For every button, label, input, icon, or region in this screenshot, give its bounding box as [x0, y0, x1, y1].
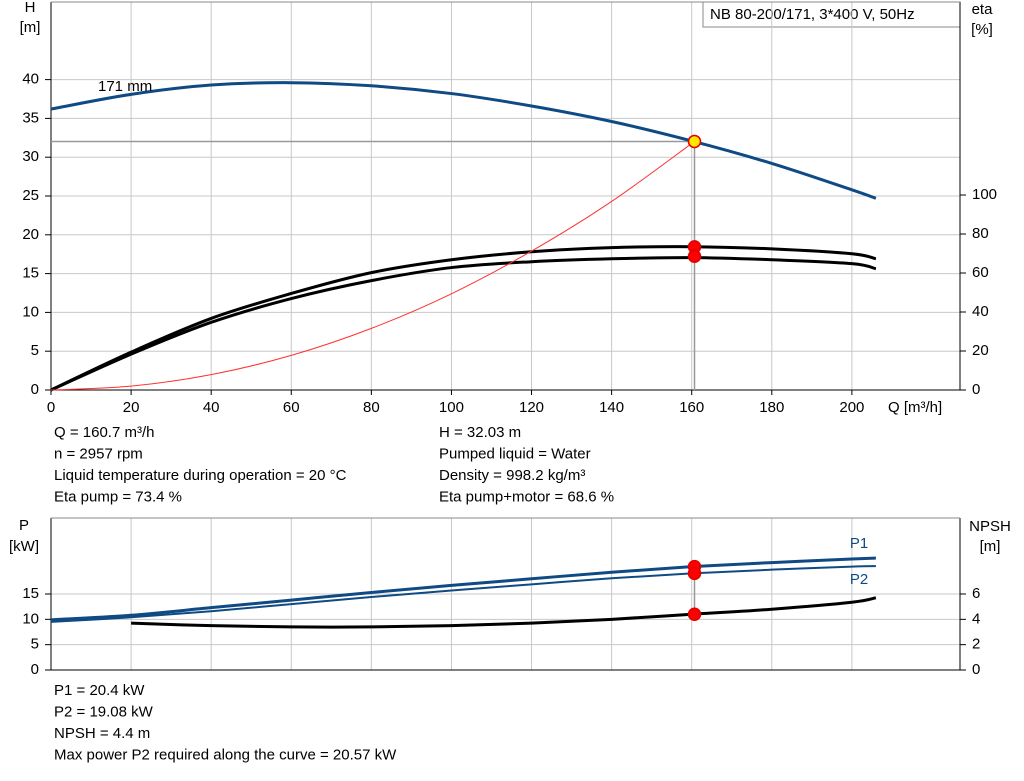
y-tick-label: 15: [22, 585, 39, 602]
legend-box: [702, 1, 961, 28]
y-tick-label: 15: [22, 265, 39, 282]
y-tick-label: 0: [31, 661, 39, 678]
curve: [50, 556, 876, 622]
y-tick-label: 10: [22, 610, 39, 627]
y2-tick-label: 20: [972, 342, 989, 359]
curve: [50, 141, 695, 391]
y2-tick-label: 80: [972, 225, 989, 242]
curve: [50, 245, 877, 392]
y-tick-label: 0: [31, 381, 39, 398]
info-line: Eta pump+motor = 68.6 %: [439, 488, 614, 505]
x-tick-label: 40: [203, 399, 220, 416]
info-line: Liquid temperature during operation = 20…: [54, 467, 347, 484]
y2-axis-unit: [m]: [980, 538, 1001, 555]
y-tick-label: 10: [22, 303, 39, 320]
grid-layer: 0 20 40 60 80 100 120 140 160 180 2000510152025303…: [22, 1, 997, 678]
legend-text: NB 80-200/171, 3*400 V, 50Hz: [710, 6, 915, 23]
x-tick-label: 60: [283, 399, 300, 416]
curve: [50, 81, 877, 200]
info-line: H = 32.03 m: [439, 424, 521, 441]
y-axis-label: P: [19, 517, 29, 534]
y-tick-label: 5: [31, 342, 39, 359]
y-tick-label: 5: [31, 636, 39, 653]
info-line: Pumped liquid = Water: [439, 445, 591, 462]
x-tick-label: 20: [123, 399, 140, 416]
y2-tick-label: 0: [972, 661, 980, 678]
x-tick-label: 0: [47, 399, 55, 416]
series-label: P1: [850, 535, 868, 552]
y2-tick-label: 6: [972, 585, 980, 602]
y-axis-unit: [m]: [20, 19, 41, 36]
operating-point: [687, 134, 702, 149]
x-axis-label: Q [m³/h]: [888, 399, 942, 416]
info-line: Density = 998.2 kg/m³: [439, 467, 585, 484]
y2-tick-label: 40: [972, 303, 989, 320]
x-tick-label: 200: [839, 399, 864, 416]
y-tick-label: 30: [22, 148, 39, 165]
y2-tick-label: 0: [972, 381, 980, 398]
info-line: Q = 160.7 m³/h: [54, 424, 154, 441]
x-tick-label: 120: [519, 399, 544, 416]
curve-layer: P1 P2: [50, 81, 877, 629]
operating-point: [687, 249, 702, 263]
x-tick-label: 80: [363, 399, 380, 416]
y2-axis-label: eta: [972, 1, 994, 18]
info-line: P1 = 20.4 kW: [54, 682, 145, 699]
info-line: NPSH = 4.4 m: [54, 725, 150, 742]
series-label: P2: [850, 571, 868, 588]
operating-point: [687, 566, 702, 581]
curve: [50, 565, 876, 623]
y2-tick-label: 60: [972, 264, 989, 281]
y2-axis-label: NPSH: [969, 518, 1011, 535]
info-line: n = 2957 rpm: [54, 445, 143, 462]
y2-tick-label: 4: [972, 610, 980, 627]
operating-point: [687, 607, 702, 622]
y-tick-label: 40: [22, 71, 39, 88]
curve: [50, 256, 877, 392]
y2-axis-unit: [%]: [971, 21, 993, 38]
x-tick-label: 180: [759, 399, 784, 416]
y-tick-label: 35: [22, 109, 39, 126]
y-tick-label: 20: [22, 226, 39, 243]
y2-tick-label: 100: [972, 186, 997, 203]
x-tick-label: 140: [599, 399, 624, 416]
y-axis-unit: [kW]: [9, 538, 39, 555]
info-line: Max power P2 required along the curve = …: [54, 746, 397, 763]
y2-tick-label: 2: [972, 636, 980, 653]
info-line: P2 = 19.08 kW: [54, 703, 154, 720]
x-tick-label: 160: [679, 399, 704, 416]
info-line: Eta pump = 73.4 %: [54, 488, 182, 505]
y-tick-label: 25: [22, 187, 39, 204]
curve-annotation: 171 mm: [98, 78, 152, 95]
y-axis-label: H: [25, 0, 36, 16]
curve: [131, 596, 877, 629]
x-tick-label: 100: [439, 399, 464, 416]
